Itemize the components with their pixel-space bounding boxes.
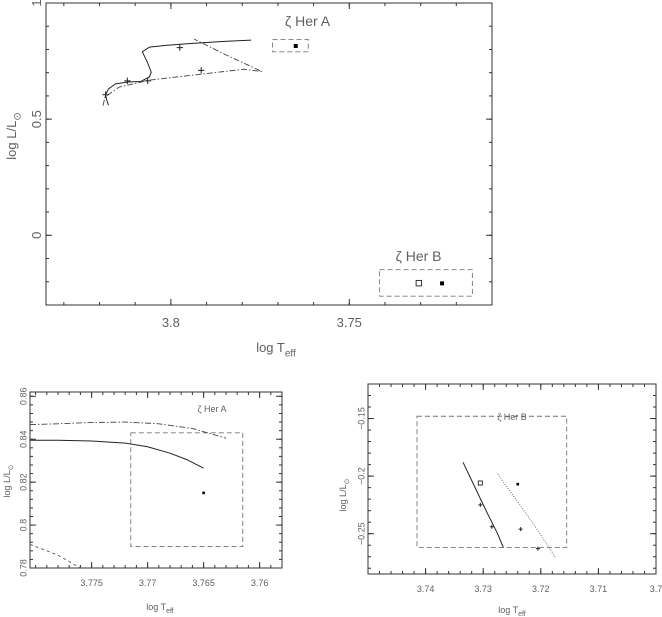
x-tick-label: 3.73: [474, 584, 492, 594]
plot-frame: [45, 2, 493, 306]
evolution-track-solid: [462, 462, 504, 548]
plot-frame: [29, 391, 283, 569]
y-tick-label: 0.82: [18, 473, 28, 491]
y-tick-label: 0.84: [18, 430, 28, 448]
y-tick-label: 0.86: [18, 388, 28, 406]
star-annotation: ζ Her B: [396, 248, 442, 264]
plot-area: [416, 415, 568, 557]
evolution-track-dashdot: [30, 421, 227, 439]
track-marker-plus: [478, 502, 483, 507]
track-marker-plus: [198, 67, 205, 74]
observed-point-open: [415, 279, 423, 287]
zeta-her-a-zoom-panel: 3.775 3.77 3.765 3.76 0.78 0.8 0.82 0.84 0.86 log…: [2, 388, 283, 615]
evolution-track-dotted: [497, 473, 556, 557]
evolution-track-solid: [105, 39, 252, 106]
x-tick-label: 3.7: [650, 584, 662, 594]
plot-area: [30, 421, 244, 568]
track-marker-plus: [102, 91, 109, 98]
track-marker-plus: [124, 77, 131, 85]
x-axis-label: log Teff: [256, 340, 296, 360]
panel-title: ζ Her B: [497, 412, 526, 422]
error-box: [130, 432, 244, 547]
observed-point-filled: [293, 43, 298, 48]
track-marker-plus: [535, 546, 540, 551]
error-box: [379, 269, 473, 297]
y-tick-label: −0.25: [356, 522, 366, 545]
x-tick-label: 3.74: [417, 584, 435, 594]
observed-point-filled: [440, 281, 445, 286]
main-hr-diagram-panel: 3.8 3.75 0 0.5 1 log Teff log L/L⊙ ζ Her A ζ Her…: [4, 0, 493, 360]
x-tick-label: 3.775: [80, 578, 103, 588]
evolution-track-solid: [30, 439, 204, 469]
x-tick-label: 3.76: [251, 578, 269, 588]
track-marker-plus: [144, 77, 151, 85]
track-marker-plus: [489, 524, 494, 529]
plot-frame: [367, 383, 657, 575]
y-axis-label: log L/L⊙: [338, 478, 351, 511]
observed-point-filled: [202, 491, 205, 495]
x-tick-label: 3.8: [162, 315, 180, 330]
error-box: [272, 39, 309, 53]
y-tick-label: 0: [29, 232, 44, 239]
x-axis-label: log Teff: [498, 605, 526, 617]
y-tick-label: 0.5: [29, 110, 44, 128]
y-axis-label: log L/L⊙: [4, 112, 24, 159]
track-marker-plus: [176, 44, 183, 51]
error-box: [416, 415, 568, 548]
zeta-her-b-zoom-panel: 3.74 3.73 3.72 3.71 3.7 −0.25 −0.2 −0.15 log Tef…: [338, 383, 662, 617]
observed-point-open: [477, 480, 483, 486]
plot-area: [102, 38, 473, 297]
y-tick-label: −0.2: [356, 467, 366, 485]
y-tick-label: 0.78: [18, 559, 28, 577]
y-tick-label: 1: [29, 0, 44, 7]
x-tick-label: 3.75: [337, 315, 362, 330]
evolution-track-dashed: [30, 543, 81, 568]
x-tick-label: 3.77: [139, 578, 157, 588]
star-annotation: ζ Her A: [285, 13, 331, 29]
evolution-track-dashdot: [102, 38, 263, 106]
x-axis-label: log Teff: [146, 602, 174, 615]
observed-point-filled: [516, 482, 520, 486]
panel-title: ζ Her A: [198, 404, 227, 414]
track-marker-plus: [518, 527, 523, 532]
x-tick-label: 3.71: [590, 584, 608, 594]
x-tick-label: 3.765: [192, 578, 215, 588]
y-tick-label: −0.15: [356, 407, 366, 430]
x-tick-label: 3.72: [532, 584, 550, 594]
y-axis-label: log L/L⊙: [2, 464, 15, 497]
y-tick-label: 0.8: [18, 519, 28, 532]
